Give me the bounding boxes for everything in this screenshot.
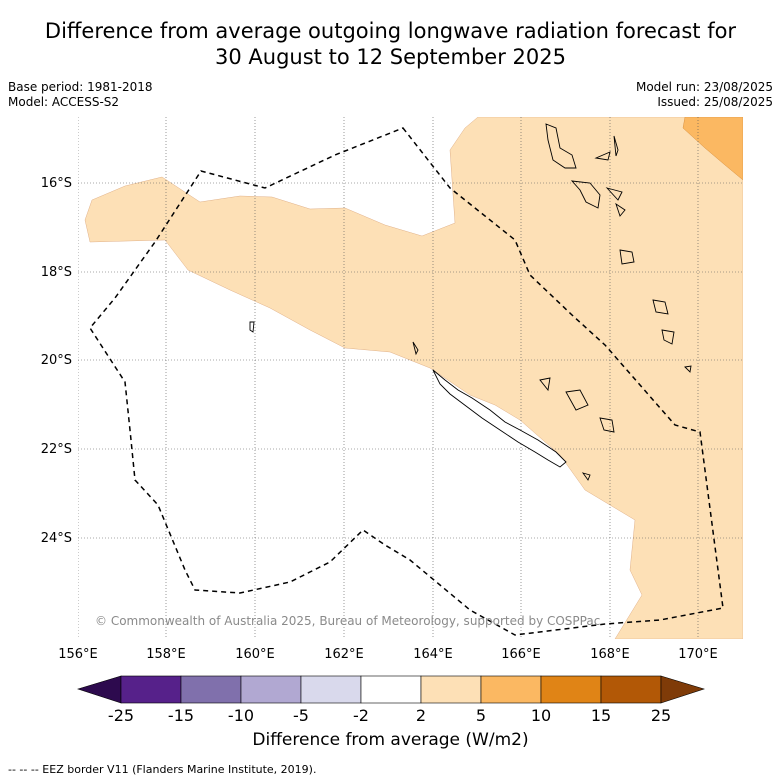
model-name: Model: ACCESS-S2 bbox=[8, 95, 120, 109]
new-caledonia-island bbox=[432, 369, 567, 468]
model-run: Model run: 23/08/2025 bbox=[635, 80, 773, 94]
colorbar-tick: 15 bbox=[591, 706, 611, 725]
x-tick: 156°E bbox=[58, 647, 98, 662]
colorbar-low-arrow bbox=[76, 675, 122, 704]
colorbar-tick: 5 bbox=[476, 706, 486, 725]
meta-right: Model run: 23/08/2025 Issued: 25/08/2025 bbox=[636, 80, 773, 110]
base-period: Base period: 1981-2018 bbox=[8, 80, 153, 94]
colorbar-bin bbox=[180, 675, 242, 704]
colorbar-tick: 10 bbox=[531, 706, 551, 725]
x-tick: 164°E bbox=[413, 647, 453, 662]
y-tick: 18°S bbox=[41, 265, 72, 280]
colorbar-bin bbox=[600, 675, 662, 704]
colorbar-tick: -25 bbox=[108, 706, 134, 725]
x-tick: 160°E bbox=[235, 647, 275, 662]
x-tick: 158°E bbox=[146, 647, 186, 662]
gridlines bbox=[78, 117, 743, 639]
eez-border bbox=[89, 127, 724, 636]
colorbar-bin bbox=[480, 675, 542, 704]
page-title: Difference from average outgoing longwav… bbox=[0, 18, 781, 70]
colorbar-bin bbox=[360, 675, 422, 704]
x-tick: 170°E bbox=[678, 647, 718, 662]
copyright-notice: © Commonwealth of Australia 2025, Bureau… bbox=[95, 614, 601, 628]
x-tick: 166°E bbox=[501, 647, 541, 662]
colorbar-high-arrow bbox=[660, 675, 706, 704]
anomaly-region-2-to-5 bbox=[84, 117, 743, 639]
eez-legend-note: -- -- -- EEZ border V11 (Flanders Marine… bbox=[8, 763, 317, 776]
colorbar-bin bbox=[300, 675, 362, 704]
y-tick: 20°S bbox=[41, 353, 72, 368]
y-tick: 16°S bbox=[41, 176, 72, 191]
y-tick: 24°S bbox=[41, 531, 72, 546]
x-tick: 162°E bbox=[324, 647, 364, 662]
colorbar-label: Difference from average (W/m2) bbox=[252, 730, 529, 750]
colorbar-bin bbox=[120, 675, 182, 704]
colorbar-tick: -15 bbox=[168, 706, 194, 725]
title-line-1: Difference from average outgoing longwav… bbox=[44, 19, 737, 43]
y-tick: 22°S bbox=[41, 442, 72, 457]
colorbar-bin bbox=[540, 675, 602, 704]
colorbar-tick: 2 bbox=[416, 706, 426, 725]
meta-left: Base period: 1981-2018 Model: ACCESS-S2 bbox=[8, 80, 153, 110]
colorbar bbox=[76, 675, 706, 704]
map-area bbox=[78, 117, 743, 639]
colorbar-tick: 25 bbox=[651, 706, 671, 725]
vanuatu-islands bbox=[249, 123, 692, 481]
x-tick: 168°E bbox=[590, 647, 630, 662]
y-axis-ticks: 16°S 18°S 20°S 22°S 24°S bbox=[41, 176, 72, 546]
colorbar-bin bbox=[420, 675, 482, 704]
title-line-2: 30 August to 12 September 2025 bbox=[215, 45, 566, 69]
colorbar-tick: -10 bbox=[228, 706, 254, 725]
colorbar-tick: -2 bbox=[353, 706, 369, 725]
issued-date: Issued: 25/08/2025 bbox=[657, 95, 773, 109]
colorbar-tick: -5 bbox=[293, 706, 309, 725]
colorbar-ticks: -25 -15 -10 -5 -2 2 5 10 15 25 bbox=[108, 706, 671, 725]
x-axis-ticks: 156°E 158°E 160°E 162°E 164°E 166°E 168°… bbox=[58, 647, 718, 662]
colorbar-bin bbox=[240, 675, 302, 704]
